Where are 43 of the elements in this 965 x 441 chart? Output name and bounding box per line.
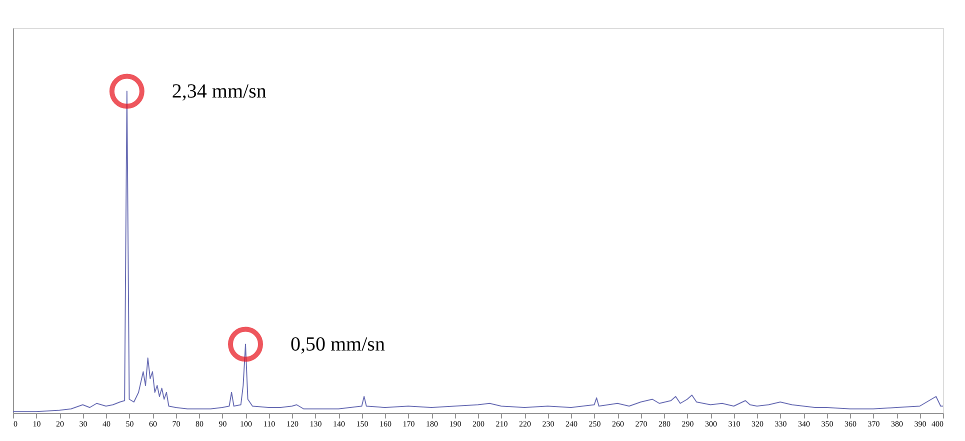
x-tick-label: 200 [472,420,484,428]
x-tick-label: 140 [333,420,345,428]
x-tick-label: 390 [914,420,926,428]
x-tick-label: 50 [126,420,134,428]
x-tick-label: 320 [752,420,764,428]
x-tick-label: 280 [658,420,670,428]
x-tick-label: 190 [449,420,462,428]
x-tick-label: 400 [932,420,944,428]
x-tick-label: 80 [196,420,204,428]
x-tick-label: 130 [310,420,322,428]
x-tick-label: 240 [566,420,578,428]
x-tick-label: 340 [798,420,810,428]
x-tick-label: 20 [56,420,64,428]
x-tick-label: 150 [356,420,368,428]
x-tick-label: 90 [218,420,227,428]
x-tick-label: 350 [821,420,834,428]
x-tick-label: 270 [635,420,648,428]
data-label: 0,50 mm/sn [290,333,385,356]
x-tick-label: 250 [588,420,601,428]
x-tick-label: 300 [705,420,717,428]
x-tick-label: 40 [102,420,110,428]
x-tick-label: 360 [844,420,856,428]
x-tick-label: 60 [149,420,157,428]
x-tick-label: 380 [891,420,903,428]
x-tick-label: 260 [612,420,624,428]
x-tick-label: 180 [426,420,438,428]
x-tick-label: 120 [286,420,298,428]
x-tick-label: 0 [14,420,18,428]
x-tick-label: 170 [402,420,415,428]
x-tick-label: 230 [542,420,554,428]
x-tick-label: 290 [682,420,694,428]
x-tick-label: 110 [263,420,276,428]
x-tick-label: 10 [32,420,41,428]
x-tick-label: 100 [240,420,252,428]
x-tick-label: 70 [172,420,180,428]
x-tick-label: 210 [496,420,508,428]
x-tick-label: 330 [774,420,787,428]
x-tick-label: 310 [728,420,740,428]
x-tick-label: 160 [380,420,392,428]
x-tick-label: 30 [79,420,88,428]
data-label: 2,34 mm/sn [172,80,266,102]
x-tick-label: 370 [868,420,880,428]
x-tick-label: 220 [519,420,531,428]
